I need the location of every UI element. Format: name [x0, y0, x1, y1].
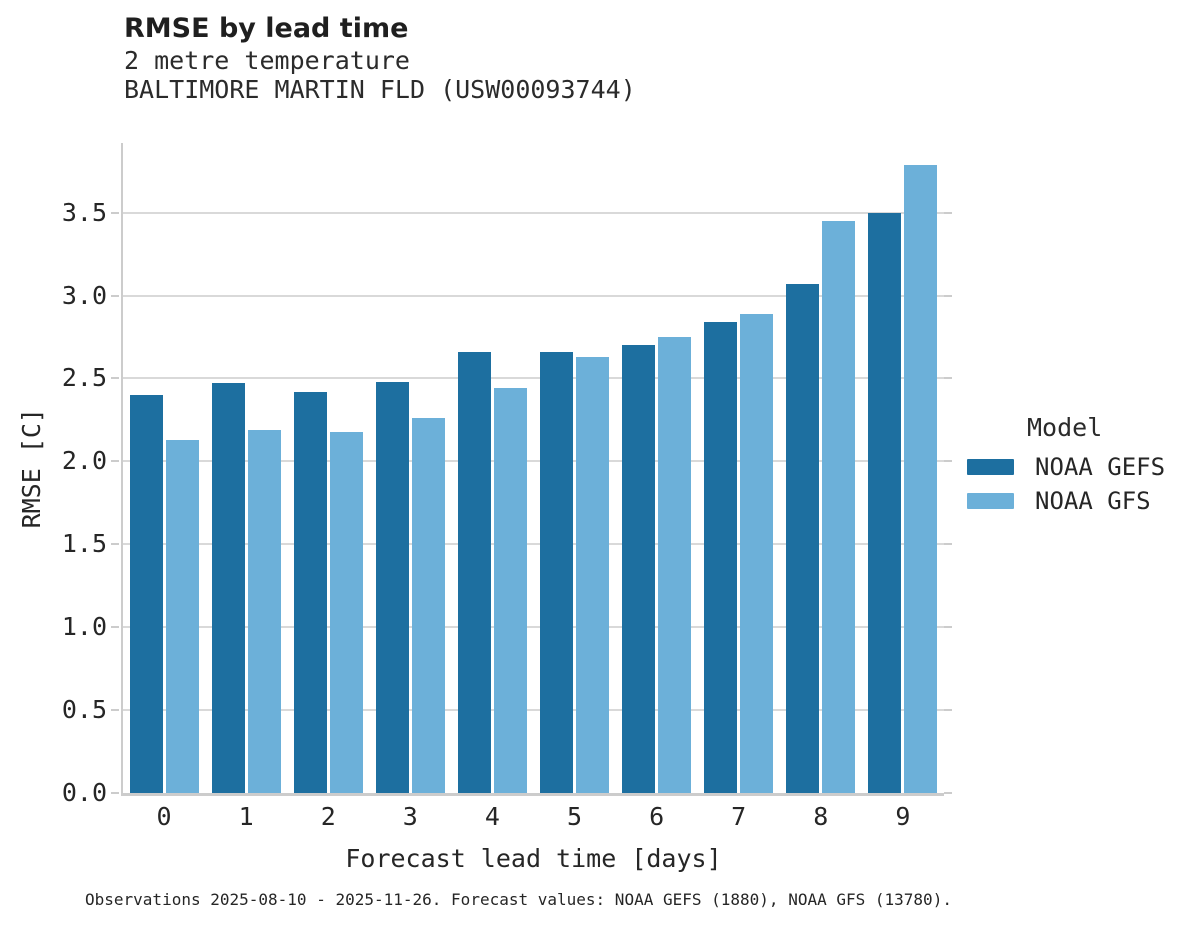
x-tick-label-0: 0 [156, 802, 172, 831]
y-tick-mark-right-1.5 [944, 543, 952, 546]
gridline-0.5 [123, 709, 944, 712]
gridline-1.0 [123, 626, 944, 629]
y-tick-mark-right-3.0 [944, 294, 952, 297]
bar-noaa-gfs-lead-5 [576, 356, 610, 793]
x-tick-label-4: 4 [484, 802, 500, 831]
y-tick-label-2.5: 2.5 [61, 363, 107, 393]
y-tick-label-3.5: 3.5 [61, 197, 107, 227]
x-axis-title: Forecast lead time [days] [345, 844, 722, 873]
bar-noaa-gfs-lead-0 [165, 439, 199, 793]
chart-title: RMSE by lead time [124, 13, 409, 44]
legend-label-noaa-gefs: NOAA GEFS [1035, 453, 1166, 481]
y-tick-mark-left-0.0 [111, 792, 119, 794]
chart-subtitle-variable: 2 metre temperature [124, 46, 410, 75]
y-tick-label-2.0: 2.0 [61, 446, 107, 476]
y-tick-mark-right-2.0 [944, 460, 952, 463]
bar-noaa-gfs-lead-2 [329, 431, 363, 793]
y-tick-mark-left-2.5 [111, 377, 119, 380]
bar-noaa-gefs-lead-4 [457, 351, 491, 793]
bar-noaa-gefs-lead-9 [868, 212, 902, 793]
legend-item-noaa-gefs: NOAA GEFS [967, 450, 1165, 484]
bar-group-lead-0 [123, 143, 205, 793]
gridline-2.5 [123, 377, 944, 380]
bar-noaa-gefs-lead-6 [622, 345, 656, 793]
x-tick-label-5: 5 [566, 802, 583, 831]
footer-note: Observations 2025-08-10 - 2025-11-26. Fo… [85, 890, 952, 909]
x-tick-label-9: 9 [895, 802, 911, 831]
bar-noaa-gfs-lead-9 [904, 164, 938, 793]
bar-noaa-gfs-lead-3 [411, 418, 445, 793]
y-tick-mark-left-3.5 [111, 211, 119, 214]
gridline-1.5 [123, 543, 944, 546]
bar-noaa-gfs-lead-7 [740, 313, 774, 793]
y-tick-mark-left-1.0 [111, 626, 119, 629]
x-tick-label-2: 2 [320, 802, 336, 831]
bar-noaa-gefs-lead-2 [293, 391, 327, 793]
y-tick-mark-right-1.0 [944, 626, 952, 629]
legend-label-noaa-gfs: NOAA GFS [1035, 487, 1151, 515]
bar-noaa-gefs-lead-5 [540, 351, 574, 793]
bar-groups [123, 143, 944, 793]
bar-noaa-gefs-lead-7 [704, 322, 738, 793]
y-tick-label-1.5: 1.5 [61, 529, 107, 559]
bar-group-lead-2 [287, 143, 369, 793]
y-tick-label-0.0: 0.0 [61, 778, 107, 807]
bar-group-lead-7 [698, 143, 780, 793]
bar-noaa-gfs-lead-6 [658, 337, 692, 793]
plot-area [111, 143, 952, 796]
bar-group-lead-9 [862, 143, 944, 793]
x-tick-label-1: 1 [238, 802, 254, 831]
gridline-3.0 [123, 294, 944, 297]
x-tick-label-3: 3 [402, 802, 418, 831]
bar-group-lead-6 [616, 143, 698, 793]
bar-noaa-gefs-lead-1 [211, 383, 245, 793]
y-tick-mark-left-0.5 [111, 709, 119, 712]
y-tick-mark-left-3.0 [111, 294, 119, 297]
x-tick-label-6: 6 [649, 802, 665, 831]
x-tick-label-8: 8 [813, 802, 829, 831]
y-axis-tick-labels: 0.0 0.5 1.0 1.5 2.0 2.5 3.0 3.5 [0, 0, 107, 928]
chart-subtitle-station: BALTIMORE MARTIN FLD (USW00093744) [124, 75, 636, 104]
bar-noaa-gefs-lead-8 [786, 283, 820, 793]
legend-item-noaa-gfs: NOAA GFS [967, 484, 1165, 518]
legend: Model NOAA GEFS NOAA GFS [967, 413, 1165, 518]
legend-swatch-noaa-gefs [967, 459, 1014, 475]
bar-group-lead-8 [780, 143, 862, 793]
chart-header: RMSE by lead time 2 metre temperature BA… [124, 12, 636, 104]
y-tick-mark-right-2.5 [944, 377, 952, 380]
bar-noaa-gfs-lead-8 [822, 220, 856, 793]
y-tick-label-3.0: 3.0 [61, 280, 107, 310]
y-tick-label-1.0: 1.0 [61, 612, 107, 642]
y-tick-mark-right-3.5 [944, 211, 952, 214]
legend-swatch-noaa-gfs [967, 493, 1014, 509]
y-tick-mark-right-0.0 [944, 792, 952, 794]
x-axis-tick-labels: 0 1 2 3 4 5 6 7 8 9 [123, 802, 944, 831]
legend-title: Model [1027, 413, 1103, 442]
y-tick-mark-left-1.5 [111, 543, 119, 546]
bar-noaa-gfs-lead-4 [493, 388, 527, 793]
y-tick-mark-right-0.5 [944, 709, 952, 712]
y-tick-label-0.5: 0.5 [61, 695, 107, 725]
bar-noaa-gfs-lead-1 [247, 429, 281, 793]
x-tick-label-7: 7 [731, 802, 747, 831]
gridline-3.5 [123, 211, 944, 214]
bar-group-lead-5 [533, 143, 615, 793]
y-tick-mark-left-2.0 [111, 460, 119, 463]
bar-group-lead-4 [451, 143, 533, 793]
bar-noaa-gefs-lead-3 [375, 381, 409, 793]
gridline-2.0 [123, 460, 944, 463]
bar-group-lead-3 [369, 143, 451, 793]
bar-noaa-gefs-lead-0 [129, 395, 163, 793]
bar-group-lead-1 [205, 143, 287, 793]
